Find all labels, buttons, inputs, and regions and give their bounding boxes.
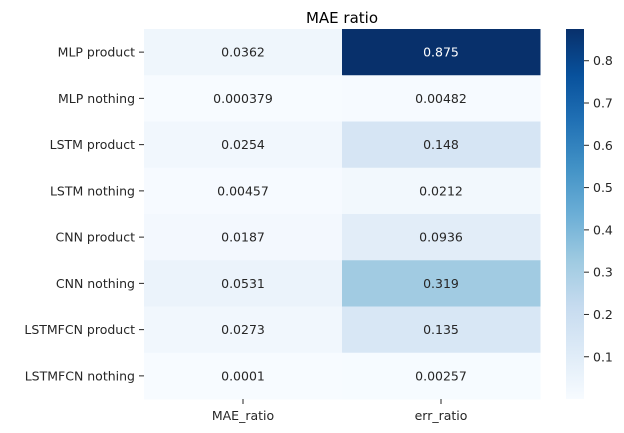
heatmap-cell (144, 306, 343, 354)
row-label: CNN nothing (56, 276, 135, 291)
heatmap-cell (144, 29, 343, 76)
cell-value-label: 0.319 (423, 276, 459, 291)
colorbar: 0.1 0.2 0.3 0.4 0.5 0.6 0.7 0.8 (566, 29, 613, 399)
cell-value-label: 0.0187 (221, 230, 265, 245)
cell-value-label: 0.000379 (213, 91, 273, 106)
chart-title: MAE ratio (306, 9, 378, 27)
heatmap-cell (144, 167, 343, 215)
column-label: MAE_ratio (212, 408, 274, 423)
cell-value-label: 0.00482 (415, 91, 467, 106)
heatmap-cell (144, 121, 343, 169)
colorbar-tick-label: 0.5 (593, 180, 613, 195)
heatmap-cell (342, 75, 541, 122)
heatmap-cells: 0.0362 0.875 0.000379 0.00482 0.0254 0.148 0.0… (144, 29, 541, 400)
colorbar-tick-label: 0.6 (593, 138, 613, 153)
cell-value-label: 0.875 (423, 45, 459, 60)
cell-value-label: 0.0254 (221, 137, 265, 152)
colorbar-gradient (566, 29, 584, 399)
row-label: LSTMFCN nothing (25, 368, 135, 383)
heatmap-cell (144, 75, 343, 122)
cell-value-label: 0.0212 (419, 183, 463, 198)
row-labels: MLP product MLP nothing LSTM product LSTM n… (24, 45, 144, 383)
row-label: CNN product (56, 230, 136, 245)
cell-value-label: 0.0001 (221, 368, 265, 383)
cell-value-label: 0.0531 (221, 276, 265, 291)
colorbar-tick-label: 0.8 (593, 53, 613, 68)
column-label: err_ratio (415, 408, 468, 423)
colorbar-tick-label: 0.2 (593, 307, 613, 322)
cell-value-label: 0.0936 (419, 230, 463, 245)
colorbar-tick-label: 0.4 (593, 222, 613, 237)
heatmap-cell (144, 260, 343, 307)
colorbar-tick-label: 0.1 (593, 349, 613, 364)
heatmap-cell (144, 352, 343, 400)
row-label: LSTM nothing (50, 183, 135, 198)
heatmap-cell (342, 352, 541, 400)
row-label: LSTMFCN product (24, 322, 135, 337)
cell-value-label: 0.0362 (221, 45, 265, 60)
heatmap-cell (342, 121, 541, 169)
colorbar-tick-label: 0.7 (593, 96, 613, 111)
cell-value-label: 0.148 (423, 137, 459, 152)
row-label: MLP nothing (58, 91, 135, 106)
colorbar-tick-label: 0.3 (593, 265, 613, 280)
heatmap-cell (342, 214, 541, 261)
heatmap-cell (342, 260, 541, 307)
column-labels: MAE_ratio err_ratio (212, 399, 468, 423)
cell-value-label: 0.135 (423, 322, 459, 337)
cell-value-label: 0.00457 (217, 183, 269, 198)
row-label: MLP product (58, 45, 135, 60)
heatmap-cell (342, 29, 541, 76)
heatmap-cell (342, 306, 541, 354)
heatmap-cell (342, 167, 541, 215)
cell-value-label: 0.00257 (415, 368, 467, 383)
heatmap-cell (144, 214, 343, 261)
cell-value-label: 0.0273 (221, 322, 265, 337)
row-label: LSTM product (50, 137, 135, 152)
